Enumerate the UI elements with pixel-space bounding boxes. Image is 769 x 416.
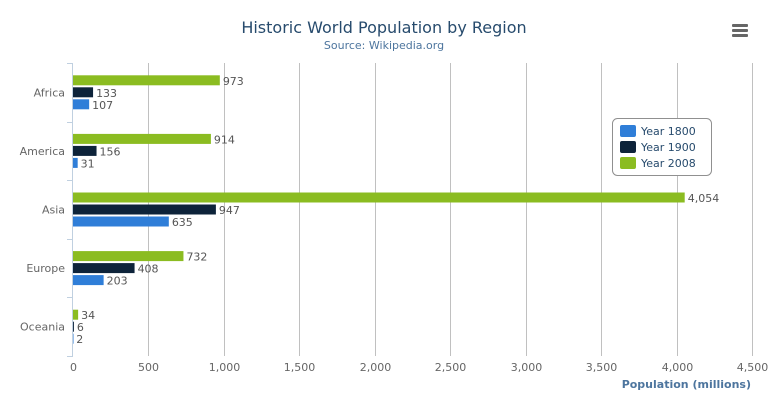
data-label: 732 xyxy=(186,251,207,264)
bar xyxy=(73,99,90,110)
category-label: Oceania xyxy=(20,321,65,334)
bar xyxy=(73,133,211,144)
bar xyxy=(73,204,216,215)
bar xyxy=(73,75,220,86)
x-tick-label: 1,000 xyxy=(209,361,241,374)
x-tick-label: 4,500 xyxy=(737,361,769,374)
legend-swatch xyxy=(620,157,636,169)
bar xyxy=(73,321,74,332)
bar xyxy=(73,275,104,286)
legend-item: Year 1800 xyxy=(640,125,696,138)
bar xyxy=(73,263,135,274)
data-label: 2 xyxy=(76,333,83,346)
data-label: 635 xyxy=(172,216,193,229)
bar xyxy=(73,309,79,320)
x-tick-label: 1,500 xyxy=(284,361,316,374)
x-tick-label: 4,000 xyxy=(662,361,694,374)
bar xyxy=(73,87,94,98)
legend-box xyxy=(612,118,712,176)
data-label: 408 xyxy=(138,263,159,276)
x-tick-label: 2,500 xyxy=(435,361,467,374)
chart-title: Historic World Population by Region xyxy=(241,18,526,37)
legend: Year 1800 Year 1900 Year 2008 xyxy=(612,118,712,176)
data-label: 133 xyxy=(96,87,117,100)
data-label: 34 xyxy=(81,309,95,322)
data-label: 6 xyxy=(77,321,84,334)
x-tick-label: 2,000 xyxy=(360,361,392,374)
legend-item: Year 1900 xyxy=(640,141,696,154)
bar xyxy=(73,251,184,262)
category-label: Europe xyxy=(26,262,65,275)
legend-swatch xyxy=(620,141,636,153)
data-label: 4,054 xyxy=(688,192,720,205)
bar xyxy=(73,216,169,227)
bar xyxy=(73,157,78,168)
axis-title: Population (millions) xyxy=(622,378,751,391)
x-tick-label: 3,000 xyxy=(511,361,543,374)
data-label: 203 xyxy=(107,275,128,288)
x-tick-label: 500 xyxy=(138,361,159,374)
bar xyxy=(73,192,685,203)
x-tick-label: 0 xyxy=(70,361,77,374)
x-tick-label: 3,500 xyxy=(586,361,618,374)
legend-item: Year 2008 xyxy=(640,157,696,170)
hamburger-menu-icon[interactable] xyxy=(732,24,748,37)
category-label: America xyxy=(20,145,65,158)
chart-subtitle: Source: Wikipedia.org xyxy=(324,39,444,52)
data-label: 156 xyxy=(100,145,121,158)
data-label: 31 xyxy=(81,157,95,170)
data-label: 107 xyxy=(92,99,113,112)
data-label: 947 xyxy=(219,204,240,217)
bar xyxy=(73,333,74,344)
legend-swatch xyxy=(620,125,636,137)
category-label: Africa xyxy=(34,86,65,99)
data-label: 914 xyxy=(214,133,235,146)
bar xyxy=(73,145,97,156)
category-label: Asia xyxy=(42,204,65,217)
data-label: 973 xyxy=(223,75,244,88)
